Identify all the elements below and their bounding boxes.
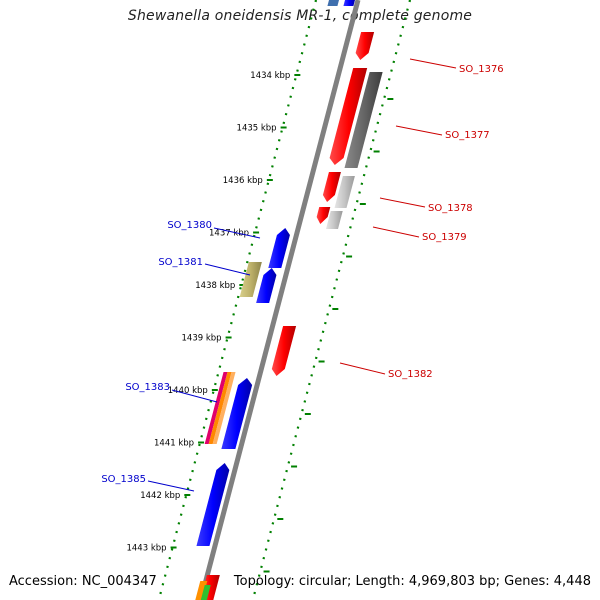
leader-line — [147, 480, 195, 492]
leader-line — [204, 263, 251, 276]
tick-label: 1441 kbp — [154, 439, 194, 449]
gene-label-so-1380[interactable]: SO_1380 — [167, 220, 212, 231]
gene-so-1377b[interactable] — [344, 72, 383, 168]
tick-label: 1443 kbp — [126, 544, 166, 554]
leader-line — [379, 197, 426, 208]
tick-label: 1434 kbp — [250, 71, 290, 81]
gene-so-1377a[interactable] — [329, 68, 368, 165]
gene-so-1378a[interactable] — [322, 172, 341, 202]
gene-top-blue[interactable] — [343, 0, 355, 6]
gene-label-so-1379[interactable]: SO_1379 — [422, 232, 467, 243]
gene-so-1380[interactable] — [268, 228, 290, 268]
leader-line — [395, 125, 443, 136]
tick-label: 1438 kbp — [195, 281, 235, 291]
gene-so-1376[interactable] — [355, 32, 375, 60]
gene-so-1383d[interactable] — [212, 372, 236, 444]
gene-so-1381a[interactable] — [256, 268, 277, 303]
gene-label-so-1381[interactable]: SO_1381 — [158, 257, 203, 268]
gene-so-1379b[interactable] — [326, 211, 343, 229]
guide-ring-inner — [157, 0, 318, 600]
gene-so-1385[interactable] — [196, 463, 230, 546]
gene-label-so-1382[interactable]: SO_1382 — [388, 369, 433, 380]
gene-so-1378b[interactable] — [334, 176, 355, 208]
leader-line — [171, 389, 218, 403]
tick-label: 1437 kbp — [209, 229, 249, 239]
gene-so-1383c[interactable] — [208, 372, 232, 444]
leader-line — [339, 362, 386, 375]
gene-label-so-1385[interactable]: SO_1385 — [101, 474, 146, 485]
gene-features — [195, 0, 383, 600]
gene-label-so-1383[interactable]: SO_1383 — [125, 382, 170, 393]
leader-line — [213, 227, 261, 239]
leader-line — [409, 58, 457, 69]
gene-top-steel[interactable] — [327, 0, 339, 6]
gene-bottom-orange[interactable] — [195, 581, 208, 600]
guide-ring-outer — [251, 0, 412, 600]
leader-line — [372, 226, 420, 238]
gene-label-so-1376[interactable]: SO_1376 — [459, 64, 504, 75]
map-title: Shewanella oneidensis MR-1, complete gen… — [127, 8, 473, 24]
kbp-ticks: 1434 kbp 1435 kbp 1436 kbp 1437 kbp 1438 kbp… — [126, 71, 394, 573]
genome-summary-text: Topology: circular; Length: 4,969,803 bp… — [233, 574, 591, 589]
gene-so-1379a[interactable] — [316, 207, 331, 224]
gene-bottom-green[interactable] — [200, 585, 211, 600]
gene-label-so-1377[interactable]: SO_1377 — [445, 130, 490, 141]
gene-label-so-1378[interactable]: SO_1378 — [428, 203, 473, 214]
tick-label: 1442 kbp — [140, 491, 180, 501]
gene-so-1383b[interactable] — [204, 372, 228, 444]
tick-label: 1436 kbp — [223, 176, 263, 186]
gene-so-1381b[interactable] — [239, 262, 262, 297]
gene-labels: SO_1376 SO_1377 SO_1378 SO_1379 SO_1380 SO_13… — [101, 58, 504, 492]
tick-label: 1439 kbp — [182, 334, 222, 344]
genome-backbone — [198, 0, 361, 600]
gene-so-1382[interactable] — [271, 326, 297, 376]
tick-label: 1440 kbp — [168, 386, 208, 396]
tick-label: 1435 kbp — [237, 124, 277, 134]
backbone-line — [198, 0, 361, 600]
gene-so-1383a[interactable] — [221, 378, 253, 449]
accession-text: Accession: NC_004347 — [9, 574, 157, 589]
